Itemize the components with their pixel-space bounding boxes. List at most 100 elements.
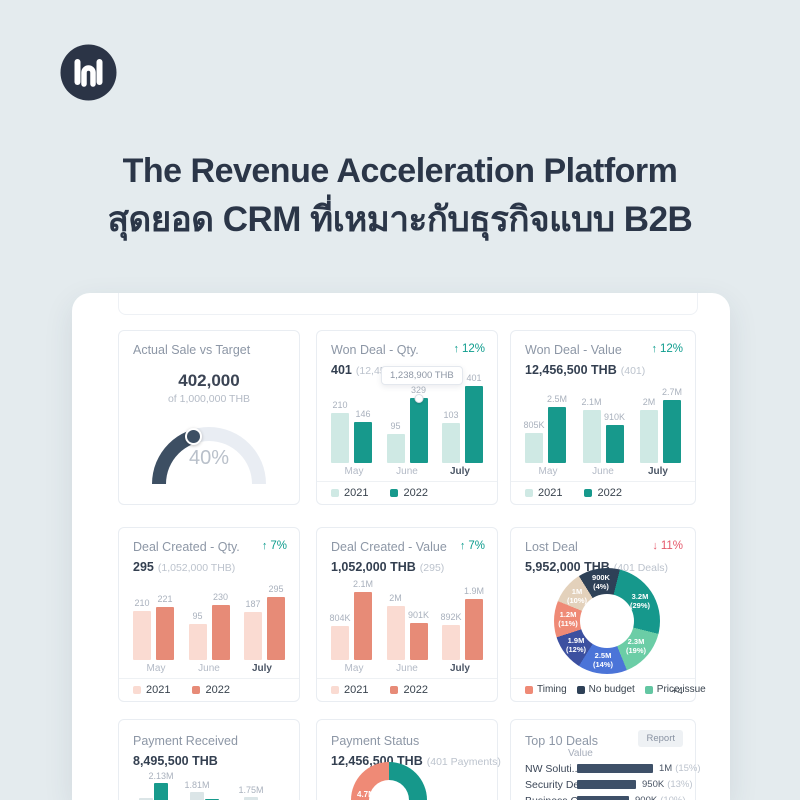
legend-swatch-icon	[390, 489, 399, 497]
bar[interactable]	[267, 597, 285, 660]
bar[interactable]	[331, 413, 349, 463]
legend-item[interactable]: 2022	[390, 487, 428, 499]
bar-chart[interactable]: 210 146 95 329 103 401	[331, 373, 483, 463]
bar-chart[interactable]: 805K 2.5M 2.1M 910K 2M 2.7M	[523, 373, 682, 463]
legend-item[interactable]: 2021	[525, 487, 562, 499]
deal-value-label: 950K (13%)	[642, 779, 693, 790]
deal-name[interactable]: Security De...	[525, 779, 589, 791]
chart-legend: 2021 2022	[133, 684, 287, 696]
bar[interactable]	[409, 398, 428, 463]
bar[interactable]	[244, 612, 262, 660]
bar-value-label: 2M	[642, 397, 656, 407]
bar-value-label: 2M	[389, 593, 402, 603]
legend-item[interactable]: 2022	[390, 684, 428, 696]
bar[interactable]	[640, 410, 658, 463]
bar-value-label: 95	[192, 611, 203, 621]
bar[interactable]	[386, 606, 405, 660]
divider	[317, 678, 497, 679]
deal-value-bar[interactable]	[577, 780, 636, 789]
legend-item[interactable]: Price issue	[644, 684, 706, 695]
x-axis-label: June	[396, 663, 418, 674]
donut-segment-label: 1.9M (12%)	[565, 636, 587, 654]
deal-value-bar[interactable]	[577, 796, 629, 800]
bar-value-label: 187	[245, 599, 261, 609]
bar-chart[interactable]: 804K 2.1M 2M 901K 892K 1.9M	[329, 570, 484, 660]
delta-badge: ↑ 7%	[261, 540, 287, 552]
bar[interactable]	[133, 611, 151, 660]
trend-down-icon: ↓	[652, 540, 658, 552]
deal-name[interactable]: Business C...	[525, 795, 587, 800]
panel-kpi: 295 (1,052,000 THB)	[133, 560, 236, 574]
bar[interactable]	[354, 592, 372, 660]
bar[interactable]	[331, 626, 349, 660]
bar-value-label: 230	[212, 592, 229, 602]
donut-hole	[369, 780, 409, 800]
bar[interactable]	[154, 783, 168, 800]
bar[interactable]	[442, 423, 460, 463]
panel-kpi: 12,456,500 THB (401 Payments)	[331, 754, 501, 768]
delta-badge: ↓ 11%	[652, 540, 683, 552]
gauge-chart[interactable]: 40%	[152, 427, 266, 489]
bar[interactable]	[409, 623, 428, 660]
bar[interactable]	[188, 624, 207, 660]
bar[interactable]	[465, 599, 483, 660]
bar-value-label: 1.75M	[238, 785, 264, 795]
logo-w-icon	[60, 44, 117, 101]
legend-swatch-icon	[133, 686, 141, 694]
deal-value-bar[interactable]	[577, 764, 653, 773]
legend-more-count[interactable]: +4	[671, 686, 683, 697]
bar-value-label: 901K	[407, 610, 430, 620]
bar[interactable]	[139, 798, 153, 800]
bar-value-label: 2.13M	[148, 771, 174, 781]
bar[interactable]	[442, 625, 460, 660]
delta-badge: ↑ 12%	[651, 343, 683, 355]
deal-name[interactable]: NW Soluti...	[525, 763, 581, 775]
legend-label: 2022	[403, 487, 428, 499]
divider	[511, 678, 695, 679]
bar[interactable]	[605, 425, 624, 463]
legend-item[interactable]: No budget	[576, 684, 635, 695]
bar[interactable]	[582, 410, 601, 463]
report-button[interactable]: Report	[638, 730, 683, 747]
bar-value-label: 910K	[603, 412, 626, 422]
panel-kpi: 1,052,000 THB (295)	[331, 560, 445, 574]
legend-item[interactable]: Timing	[525, 684, 567, 695]
bar[interactable]	[190, 792, 204, 800]
panel-won-deal-qty: Won Deal - Qty. ↑12% 401(12,456,500 THB)…	[316, 330, 498, 505]
legend-item[interactable]: 2022	[584, 487, 622, 499]
panel-kpi: 12,456,500 THB (401)	[525, 363, 646, 377]
bar[interactable]	[525, 433, 543, 463]
deal-value-label: 1M (15%)	[659, 763, 701, 774]
bar-value-label: 401	[466, 373, 482, 383]
bar-value-label: 210	[332, 400, 348, 410]
bar[interactable]	[211, 605, 230, 660]
panel-lost-deal: Lost Deal ↓ 11% 5,952,000 THB (401 Deals) …	[510, 527, 706, 702]
legend-item[interactable]: 2022	[192, 684, 230, 696]
legend-item[interactable]: 2021	[133, 684, 170, 696]
x-axis-label: May	[344, 466, 364, 477]
bar[interactable]	[156, 607, 174, 660]
bar[interactable]	[548, 407, 566, 463]
legend-swatch-icon	[644, 685, 653, 694]
x-axis-labels: May June July	[133, 663, 285, 674]
chart-legend: 2021 2022	[331, 684, 485, 696]
x-axis-labels: May June July	[331, 663, 483, 674]
x-axis-label: July	[449, 663, 470, 674]
bar-value-label: 329	[410, 385, 427, 395]
bar[interactable]	[244, 797, 258, 800]
legend-label: 2022	[597, 487, 622, 499]
legend-label: Price issue	[656, 684, 706, 695]
bar[interactable]	[386, 434, 405, 463]
panel-title: Won Deal - Qty.	[331, 343, 419, 357]
bar[interactable]	[354, 422, 372, 463]
legend-item[interactable]: 2021	[331, 684, 368, 696]
panel-deal-created-value: Deal Created - Value ↑ 7% 1,052,000 THB (2…	[316, 527, 498, 702]
legend-swatch-icon	[390, 686, 399, 694]
bar-value-label: 804K	[329, 613, 351, 623]
legend-item[interactable]: 2021	[331, 487, 368, 499]
x-axis-label: June	[592, 466, 614, 477]
bar[interactable]	[465, 386, 483, 463]
bar-group: 187 295	[244, 584, 285, 660]
bar-chart[interactable]: 210 221 95 230 187 295	[133, 570, 285, 660]
bar[interactable]	[663, 400, 681, 463]
